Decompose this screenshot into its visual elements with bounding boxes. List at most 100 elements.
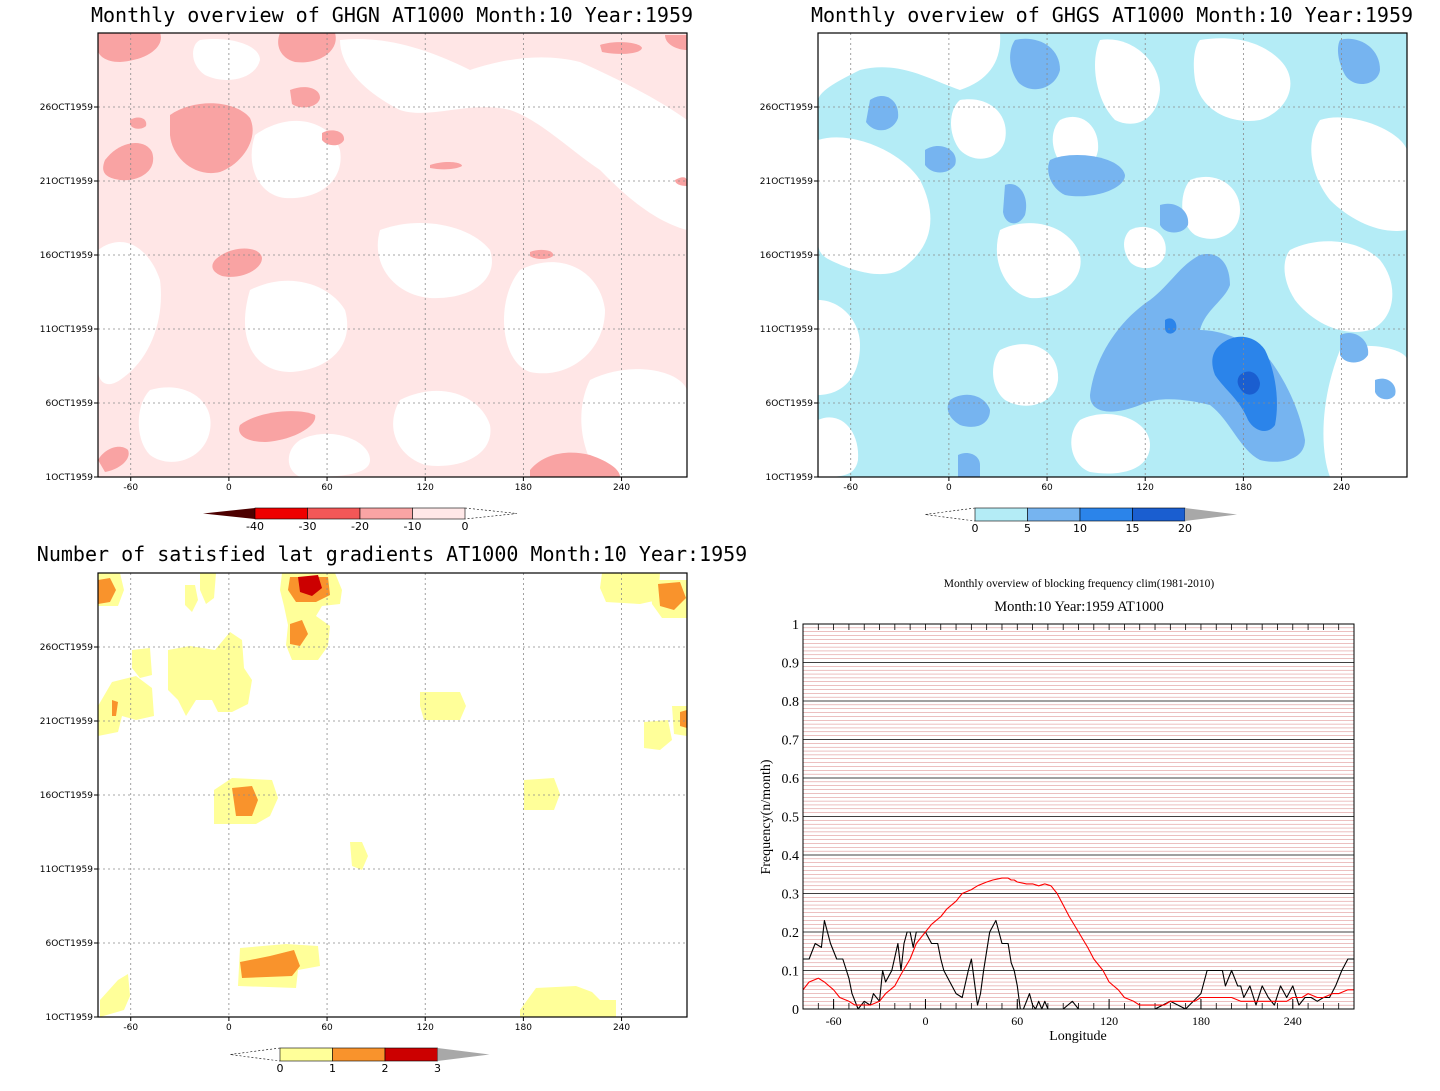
tick-label-x: 180	[515, 1023, 532, 1033]
tick-label-x: 120	[417, 1023, 434, 1033]
blocking-chart-title: Monthly overview of blocking frequency c…	[944, 578, 1215, 590]
colorbar-tick-label: 15	[1126, 522, 1140, 535]
colorbar-tick-label: 5	[1024, 522, 1031, 535]
tick-label-y: 1OCT1959	[46, 473, 94, 483]
panel-ghgs-title: Monthly overview of GHGS AT1000 Month:10…	[811, 3, 1413, 27]
panel-ghgn-colorbar: -40 -30 -20 -10 0	[203, 507, 518, 533]
field-level-one	[98, 573, 687, 1017]
tick-label-y: 26OCT1959	[40, 103, 93, 113]
tick-label-x: 0	[226, 1023, 232, 1033]
x-tick-label: 60	[1011, 1014, 1023, 1028]
colorbar-swatch	[1185, 508, 1237, 521]
tick-label-x: 180	[515, 483, 532, 493]
tick-label-y: 21OCT1959	[40, 177, 93, 187]
tick-label-y: 1OCT1959	[766, 473, 814, 483]
panel-lat-gradients-ticks: -60 0 60 120 180 240 1OCT1959 6OCT1959 11OCT1959…	[40, 643, 631, 1033]
panel-lat-gradients-grid	[98, 573, 687, 1017]
field-level-pink	[98, 33, 687, 477]
tick-label-x: 60	[321, 483, 333, 493]
y-tick-label: 0.2	[782, 926, 800, 941]
colorbar-end-dashed	[464, 507, 518, 520]
tick-label-x: 180	[1235, 483, 1252, 493]
panel-ghgn: Monthly overview of GHGN AT1000 Month:10…	[40, 3, 693, 533]
panel-ghgs-grid	[818, 33, 1407, 477]
panel-blocking-frequency: Monthly overview of blocking frequency c…	[759, 578, 1355, 1044]
colorbar-tick-label: -20	[351, 520, 369, 533]
tick-label-y: 16OCT1959	[40, 791, 93, 801]
y-tick-label: 1	[792, 618, 799, 633]
tick-label-y: 1OCT1959	[46, 1013, 94, 1023]
colorbar-swatch	[307, 507, 361, 520]
blocking-chart-axes: 0 0.1 0.2 0.3 0.4 0.5 0.6 0.7 0.8 0.9 1 -60 0 60 120 18…	[782, 618, 1355, 1028]
tick-label-x: -60	[843, 483, 858, 493]
x-tick-label: 240	[1284, 1014, 1302, 1028]
panel-lat-gradients-colorbar: 0 1 2 3	[229, 1047, 490, 1075]
tick-label-x: -60	[123, 1023, 138, 1033]
x-tick-label: -60	[826, 1014, 842, 1028]
colorbar-tick-label: -30	[299, 520, 317, 533]
tick-label-x: 120	[1137, 483, 1154, 493]
y-tick-label: 0.4	[782, 849, 800, 864]
colorbar-swatch	[203, 508, 255, 519]
panel-ghgn-grid	[98, 33, 687, 477]
panel-ghgs-ticks: -60 0 60 120 180 240 1OCT1959 6OCT1959 11OCT1959…	[760, 103, 1351, 493]
colorbar-swatch	[1132, 507, 1186, 522]
tick-label-y: 6OCT1959	[46, 939, 94, 949]
colorbar-swatch	[437, 1048, 490, 1061]
colorbar-tick-label: 0	[972, 522, 979, 535]
tick-label-x: 0	[946, 483, 952, 493]
tick-label-y: 26OCT1959	[40, 643, 93, 653]
series-line-black	[803, 919, 1354, 1010]
colorbar-swatch	[1027, 507, 1081, 522]
colorbar-swatch	[974, 507, 1028, 522]
colorbar-tick-label: 0	[277, 1062, 284, 1075]
y-tick-label: 0.3	[782, 888, 800, 903]
blocking-chart-xlabel: Longitude	[1049, 1029, 1107, 1044]
y-tick-label: 0.8	[782, 695, 800, 710]
tick-label-y: 6OCT1959	[766, 399, 814, 409]
colorbar-swatch	[359, 507, 413, 520]
colorbar-tick-label: 2	[382, 1062, 389, 1075]
field-level-white	[98, 38, 687, 477]
colorbar-swatch	[279, 1047, 333, 1062]
blocking-chart-frame	[802, 623, 1355, 1010]
x-tick-label: 180	[1192, 1014, 1210, 1028]
colorbar-end-dashed	[229, 1047, 281, 1062]
colorbar-end-dashed	[924, 507, 976, 522]
blocking-chart-subtitle: Month:10 Year:1959 AT1000	[994, 599, 1164, 615]
tick-label-y: 11OCT1959	[760, 325, 813, 335]
panel-ghgn-ticks: -60 0 60 120 180 240 1OCT1959 6OCT1959 11OCT1959…	[40, 103, 631, 493]
y-tick-label: 0.1	[782, 965, 800, 980]
tick-label-x: 120	[417, 483, 434, 493]
colorbar-tick-label: -40	[246, 520, 264, 533]
colorbar-swatch	[412, 507, 466, 520]
tick-label-x: 240	[613, 483, 630, 493]
y-tick-label: 0.6	[782, 772, 800, 787]
tick-label-y: 26OCT1959	[760, 103, 813, 113]
y-tick-label: 0.7	[782, 734, 800, 749]
colorbar-tick-label: -10	[404, 520, 422, 533]
series-line-red	[802, 877, 1354, 1006]
tick-label-y: 6OCT1959	[46, 399, 94, 409]
panel-lat-gradients-title: Number of satisfied lat gradients AT1000…	[37, 542, 747, 566]
y-tick-label: 0.5	[782, 811, 800, 826]
tick-label-x: 240	[1333, 483, 1350, 493]
tick-label-y: 21OCT1959	[40, 717, 93, 727]
colorbar-swatch	[332, 1047, 386, 1062]
panel-ghgs-colorbar: 0 5 10 15 20	[924, 507, 1237, 535]
tick-label-y: 16OCT1959	[40, 251, 93, 261]
colorbar-tick-label: 0	[462, 520, 469, 533]
x-tick-label: 0	[922, 1014, 928, 1028]
tick-label-y: 11OCT1959	[40, 865, 93, 875]
panel-lat-gradients: Number of satisfied lat gradients AT1000…	[37, 542, 747, 1075]
colorbar-swatch	[1079, 507, 1133, 522]
panel-ghgn-title: Monthly overview of GHGN AT1000 Month:10…	[91, 3, 693, 27]
tick-label-x: 240	[613, 1023, 630, 1033]
tick-label-x: 60	[321, 1023, 333, 1033]
tick-label-y: 21OCT1959	[760, 177, 813, 187]
field-level-three	[298, 575, 322, 596]
panel-ghgs: Monthly overview of GHGS AT1000 Month:10…	[760, 3, 1413, 535]
colorbar-swatch	[384, 1047, 438, 1062]
tick-label-x: 60	[1041, 483, 1053, 493]
